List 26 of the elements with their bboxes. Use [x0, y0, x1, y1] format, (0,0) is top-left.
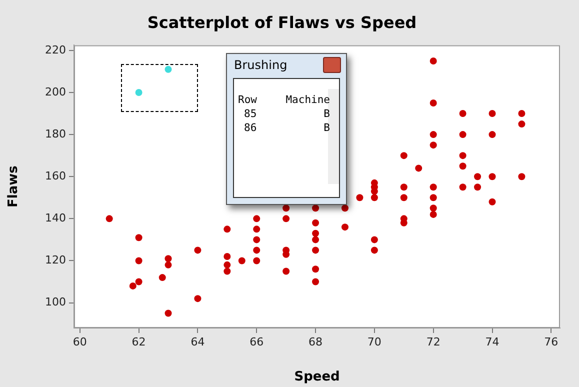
annotation: 85 [243, 107, 257, 121]
x-tick-label: 70 [367, 335, 382, 348]
annotation: B [324, 121, 330, 135]
x-tick-label: 72 [426, 335, 440, 348]
y-tick-label: 120 [45, 254, 66, 267]
y-tick-label: 160 [45, 169, 66, 182]
y-axis-title: Flaws [6, 165, 22, 208]
y-tick-label: 140 [45, 212, 66, 225]
chart-title: Scatterplot of Flaws vs Speed [147, 12, 417, 32]
x-tick-label: 68 [308, 335, 323, 348]
x-tick-label: 66 [250, 335, 264, 348]
y-tick-label: 220 [45, 43, 66, 56]
x-axis-title: Speed [294, 370, 340, 385]
x-tick-label: 62 [132, 335, 146, 348]
annotation: Machine [286, 93, 330, 107]
x-tick-label: 76 [544, 335, 558, 348]
y-tick-label: 200 [45, 85, 66, 98]
annotation: 86 [243, 121, 257, 135]
y-tick-label: 180 [45, 127, 66, 140]
annotation: B [324, 107, 330, 121]
x-tick-label: 74 [485, 335, 500, 348]
y-tick-label: 100 [45, 296, 66, 309]
x-tick-label: 64 [190, 335, 205, 348]
annotation: Row [238, 93, 257, 107]
x-tick-label: 60 [72, 335, 87, 348]
annotation: Brushing [234, 58, 288, 72]
